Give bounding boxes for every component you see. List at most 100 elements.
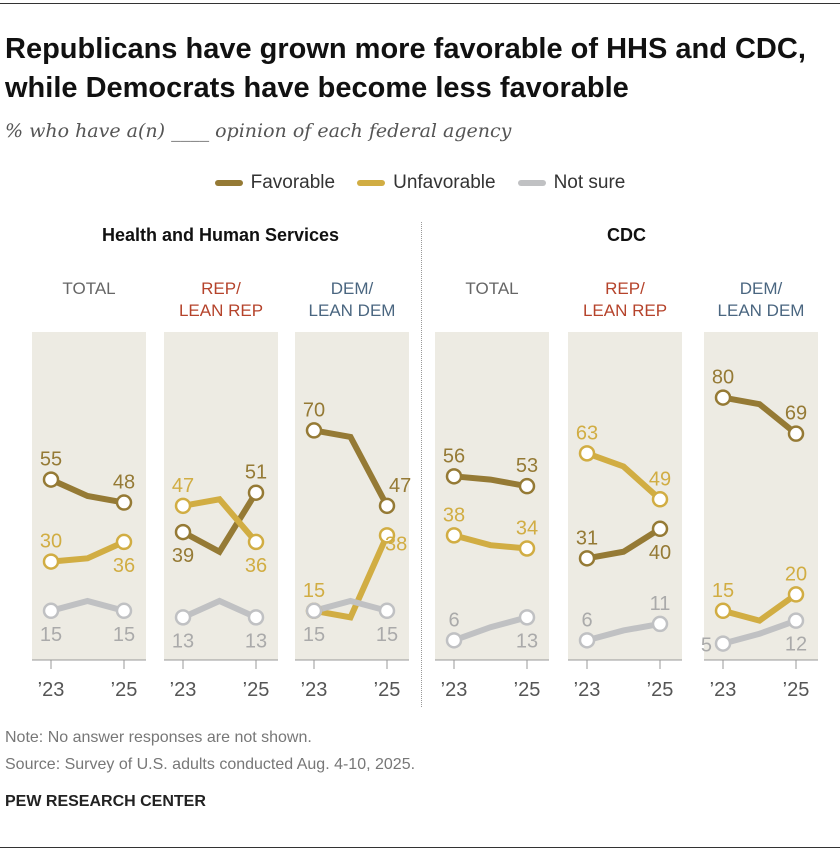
bottom-rule [0,847,840,848]
data-point [578,550,596,567]
data-point [174,497,192,515]
series-line-unfavorable [50,539,126,565]
data-point [651,491,669,508]
data-label: 11 [650,593,671,615]
section-title-hhs: Health and Human Services [101,225,340,245]
x-tick-label: ’23 [38,679,65,701]
top-rule [0,3,840,4]
data-label: 15 [303,624,325,646]
legend-label: Unfavorable [393,172,496,193]
data-label: 6 [581,609,592,631]
org-name: PEW RESEARCH CENTER [5,793,206,810]
panel: ’23 ’25 55 48 30 36 15 15 [32,332,146,701]
data-point [42,602,60,620]
data-point [115,602,133,620]
section-title-cdc: CDC [607,225,646,245]
data-point [42,553,60,570]
series-line-not-sure [452,614,528,644]
panel: ’23 ’25 80 69 15 20 5 12 [701,332,818,701]
data-label: 6 [448,609,459,631]
series-line-favorable [453,473,528,490]
chart-title: Republicans have grown more favorable of… [5,33,806,104]
data-label: 20 [785,563,807,585]
data-point [651,520,669,538]
series-line-favorable [313,427,390,508]
section-divider [421,222,422,707]
data-label: 53 [516,455,538,477]
series-line-not-sure [586,620,661,644]
data-label: 15 [113,624,135,646]
panel: ’23 ’25 56 53 38 34 6 13 [435,332,549,701]
data-point [787,586,805,603]
data-label: 49 [649,468,671,490]
data-point [518,609,536,626]
data-point [247,533,265,551]
x-tick-label: ’25 [514,679,541,701]
series-line-favorable [49,476,125,506]
data-point [651,615,669,633]
legend-swatch [214,180,243,186]
legend: Favorable Unfavorable Not sure [0,172,840,194]
panel-background [435,332,549,660]
data-label: 30 [40,531,62,553]
series-line-not-sure [722,617,798,647]
legend-item-favorable: Favorable [214,172,336,194]
data-label: 15 [376,624,398,646]
data-label: 38 [385,533,407,555]
data-point [42,471,60,488]
series-line-unfavorable [182,496,259,544]
data-label: 15 [303,580,325,602]
series-line-not-sure [313,597,388,614]
data-point [578,445,596,462]
data-point [445,468,463,485]
data-label: 51 [245,462,267,484]
data-label: 15 [40,624,62,646]
data-label: 69 [785,403,807,425]
x-tick-label: ’25 [783,679,810,701]
panel: ’23 ’25 39 51 47 36 13 13 [164,332,278,701]
x-tick-label: ’25 [243,679,270,701]
data-label: 31 [576,527,598,549]
data-label: 13 [245,630,267,652]
series-line-favorable [722,394,798,437]
data-label: 80 [712,367,734,389]
panel-header: TOTAL [62,279,116,298]
data-label: 5 [701,635,712,657]
data-label: 55 [40,449,62,471]
data-label: 39 [172,545,194,567]
legend-item-unfavorable: Unfavorable [357,172,496,194]
data-label: 12 [785,634,807,656]
data-label: 34 [516,517,538,539]
data-label: 38 [443,504,465,526]
data-point [378,527,396,544]
panel-header: DEM/LEAN DEM [717,279,805,320]
series-line-favorable [586,526,662,562]
data-label: 15 [712,580,734,602]
panel-header: TOTAL [465,279,519,298]
data-point [518,477,536,495]
source: Source: Survey of U.S. adults conducted … [5,756,416,773]
legend-label: Favorable [250,172,336,193]
series-line-unfavorable [585,450,663,502]
data-point [445,632,463,649]
x-tick-label: ’25 [647,679,674,701]
data-point [305,602,323,620]
x-tick-label: ’23 [441,679,468,701]
legend-swatch [357,180,386,186]
data-point [714,635,732,652]
x-tick-label: ’23 [170,679,197,701]
panel-header: DEM/LEAN DEM [308,279,396,320]
legend-item-not-sure: Not sure [517,172,625,194]
series-line-unfavorable [453,532,528,552]
data-label: 13 [516,630,538,652]
data-point [378,602,396,620]
series-line-unfavorable [313,534,390,621]
data-point [174,523,192,541]
data-label: 40 [649,542,671,564]
data-point [305,422,323,439]
panel: ’23 ’25 70 47 15 38 15 15 [295,332,411,701]
x-tick-label: ’25 [111,679,138,701]
data-point [378,497,396,515]
series-line-not-sure [50,597,125,614]
